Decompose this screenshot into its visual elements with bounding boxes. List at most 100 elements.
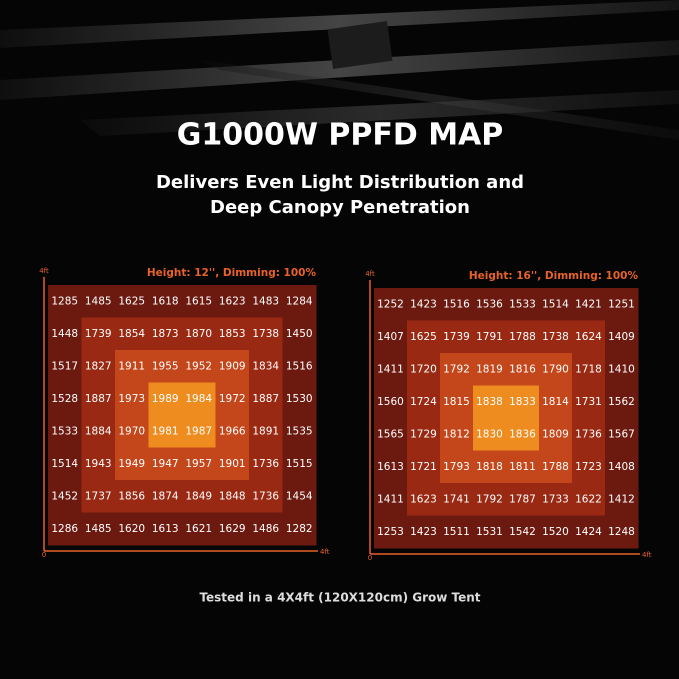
cell-value: 1483 xyxy=(252,295,279,307)
cell-value: 1874 xyxy=(152,490,179,502)
heat-cell xyxy=(374,288,408,321)
heat-cell xyxy=(374,483,408,516)
light-bars xyxy=(0,0,679,140)
cell-value: 1720 xyxy=(410,363,437,375)
heat-cell xyxy=(539,418,573,451)
cell-value: 1409 xyxy=(608,331,635,343)
cell-value: 1251 xyxy=(608,298,635,310)
heat-cell xyxy=(539,515,573,549)
origin-label: 0 xyxy=(368,554,372,562)
cell-value: 1849 xyxy=(185,490,212,502)
cell-value: 1818 xyxy=(476,461,503,473)
cell-value: 1811 xyxy=(509,461,536,473)
cell-value: 1819 xyxy=(476,363,503,375)
cell-value: 1514 xyxy=(51,458,78,470)
heat-cell xyxy=(374,385,408,419)
heat-cell xyxy=(605,288,639,321)
heat-cell xyxy=(572,418,606,451)
heat-cell xyxy=(115,480,149,513)
cell-value: 1282 xyxy=(286,523,313,535)
heat-cell xyxy=(440,385,474,419)
heat-cell xyxy=(115,447,149,481)
heat-cell xyxy=(572,450,606,484)
heat-cell xyxy=(374,418,408,451)
cell-value: 1621 xyxy=(185,523,212,535)
cell-value: 1736 xyxy=(252,458,279,470)
heat-cell xyxy=(506,483,540,516)
cell-value: 1833 xyxy=(509,396,536,408)
cell-value: 1989 xyxy=(152,393,179,405)
heat-cell xyxy=(182,415,216,448)
cell-value: 1723 xyxy=(575,461,602,473)
heat-cell xyxy=(506,320,540,354)
cell-value: 1856 xyxy=(118,490,145,502)
heat-cell xyxy=(249,317,283,351)
cell-value: 1972 xyxy=(219,393,246,405)
cell-value: 1516 xyxy=(443,298,470,310)
cell-value: 1511 xyxy=(443,526,470,538)
cell-value: 1562 xyxy=(608,396,635,408)
heat-cell xyxy=(282,447,317,481)
heat-cell xyxy=(506,385,540,419)
heat-cell xyxy=(407,515,441,549)
cell-value: 1848 xyxy=(219,490,246,502)
heat-cell xyxy=(473,353,507,386)
heat-cell xyxy=(473,483,507,516)
cell-value: 1729 xyxy=(410,428,437,440)
heat-cell xyxy=(440,515,474,549)
heat-cell xyxy=(605,483,639,516)
y-axis-label: 4ft xyxy=(365,270,375,278)
heat-cell xyxy=(374,515,408,549)
cell-value: 1721 xyxy=(410,461,437,473)
cell-value: 1285 xyxy=(51,295,78,307)
heat-cell xyxy=(249,285,283,318)
cell-value: 1952 xyxy=(185,360,212,372)
heat-cell xyxy=(572,320,606,354)
heat-cell xyxy=(605,515,639,549)
heat-cell xyxy=(148,415,183,448)
heat-cell xyxy=(374,320,408,354)
heat-cell xyxy=(148,285,183,318)
cell-value: 1909 xyxy=(219,360,246,372)
cell-value: 1284 xyxy=(286,295,313,307)
cell-value: 1253 xyxy=(377,526,404,538)
heat-cell xyxy=(473,515,507,549)
cell-value: 1624 xyxy=(575,331,602,343)
heat-cell xyxy=(249,350,283,383)
heat-cell xyxy=(148,350,183,383)
cell-value: 1623 xyxy=(219,295,246,307)
heat-cell xyxy=(115,285,149,318)
cell-value: 1987 xyxy=(185,425,212,437)
heat-cell xyxy=(148,480,183,513)
heat-cell xyxy=(506,418,540,451)
cell-value: 1286 xyxy=(51,523,78,535)
heat-cell xyxy=(215,382,250,416)
cell-value: 1911 xyxy=(118,360,145,372)
heat-cell xyxy=(215,285,250,318)
heat-cell xyxy=(282,350,317,383)
cell-value: 1733 xyxy=(542,493,569,505)
heat-cell xyxy=(473,320,507,354)
heat-cell xyxy=(182,317,216,351)
heat-cell xyxy=(374,353,408,386)
heat-cell xyxy=(539,450,573,484)
heat-cell xyxy=(249,512,283,546)
cell-value: 1809 xyxy=(542,428,569,440)
cell-value: 1949 xyxy=(118,458,145,470)
heat-cell xyxy=(81,317,116,351)
heat-cell xyxy=(48,285,82,318)
heatmap: 1285 1485 1625 1618 1615 1623 1483 1284 1448 1739… xyxy=(39,267,330,559)
cell-value: 1884 xyxy=(85,425,112,437)
cell-value: 1421 xyxy=(575,298,602,310)
cell-value: 1412 xyxy=(608,493,635,505)
cell-value: 1955 xyxy=(152,360,179,372)
heat-cell xyxy=(81,512,116,546)
cell-value: 1736 xyxy=(575,428,602,440)
cell-value: 1528 xyxy=(51,393,78,405)
heat-cell xyxy=(407,483,441,516)
cell-value: 1830 xyxy=(476,428,503,440)
cell-value: 1854 xyxy=(118,328,145,340)
heat-cell xyxy=(473,288,507,321)
cell-value: 1891 xyxy=(252,425,279,437)
heat-cell xyxy=(440,418,474,451)
